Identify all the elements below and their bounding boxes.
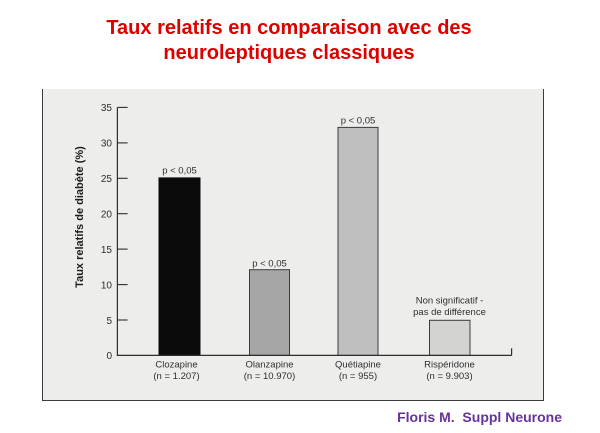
svg-text:10: 10	[101, 280, 113, 291]
svg-text:0: 0	[106, 351, 112, 362]
svg-text:p < 0,05: p < 0,05	[341, 116, 376, 127]
svg-text:(n = 10.970): (n = 10.970)	[244, 371, 296, 382]
svg-text:p < 0,05: p < 0,05	[162, 166, 197, 177]
svg-text:(n = 1.207): (n = 1.207)	[153, 371, 199, 382]
svg-text:pas de différence: pas de différence	[413, 307, 486, 318]
svg-text:Taux relatifs de diabète (%): Taux relatifs de diabète (%)	[74, 146, 86, 288]
svg-text:p < 0,05: p < 0,05	[252, 259, 287, 270]
svg-text:(n = 955): (n = 955)	[339, 371, 377, 382]
svg-text:Olanzapine: Olanzapine	[245, 360, 293, 371]
svg-text:Rispéridone: Rispéridone	[424, 360, 475, 371]
svg-text:Quétiapine: Quétiapine	[335, 360, 381, 371]
svg-text:5: 5	[106, 316, 112, 327]
svg-text:(n = 9.903): (n = 9.903)	[426, 371, 472, 382]
svg-text:35: 35	[101, 103, 113, 114]
svg-text:20: 20	[101, 210, 113, 221]
svg-text:Clozapine: Clozapine	[155, 360, 197, 371]
svg-text:25: 25	[101, 174, 113, 185]
svg-text:15: 15	[101, 245, 113, 256]
svg-text:30: 30	[101, 139, 113, 150]
svg-text:Non significatif -: Non significatif -	[416, 296, 484, 307]
